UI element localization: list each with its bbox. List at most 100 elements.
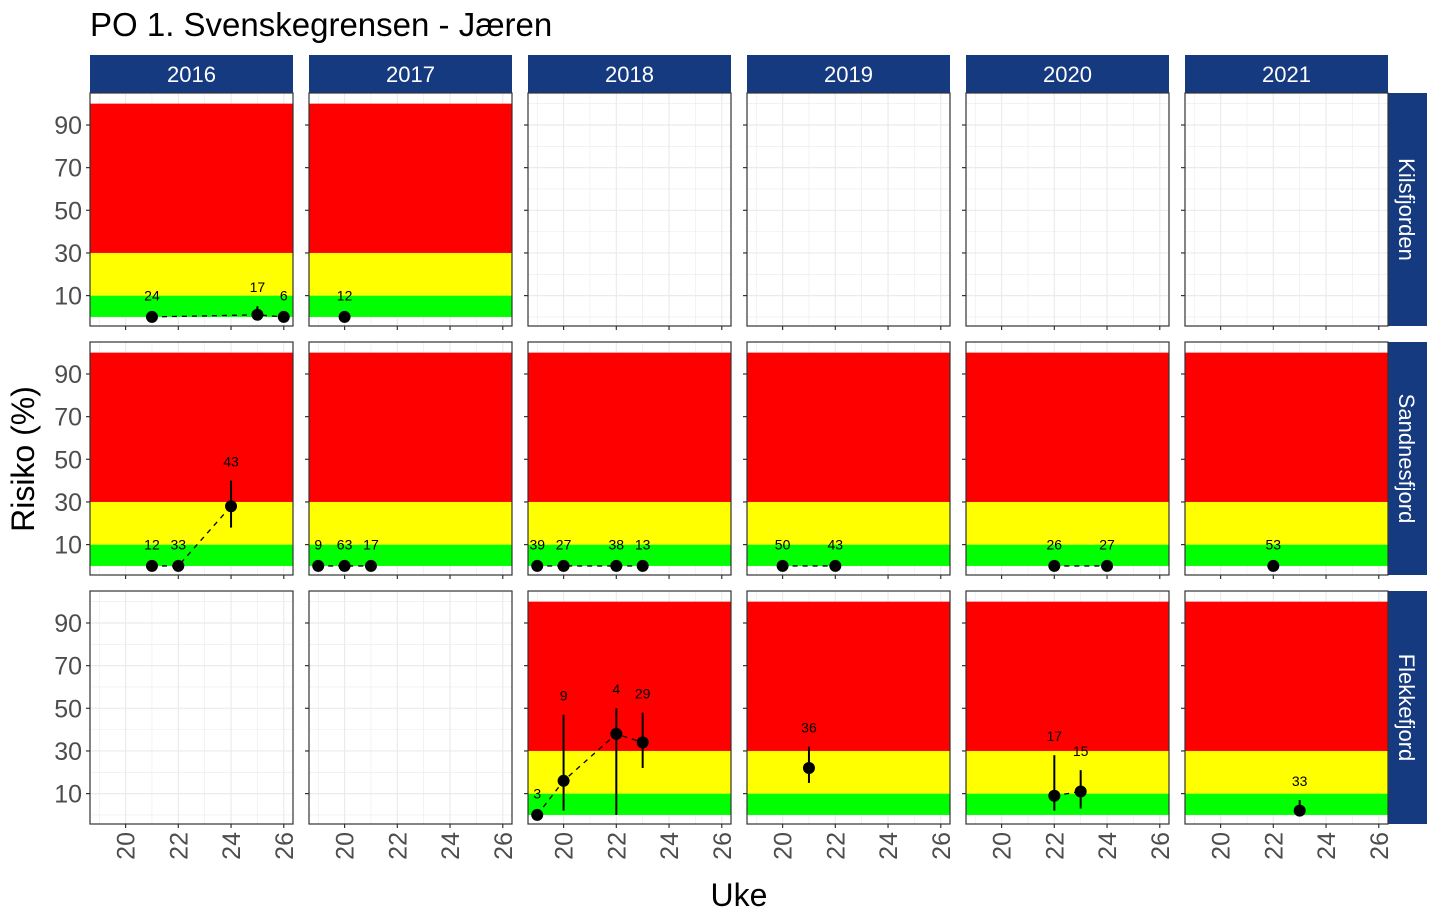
panel-background <box>90 591 293 824</box>
data-point <box>338 559 351 572</box>
panel-kilsfjorden-2021 <box>1181 92 1389 330</box>
panel-sandnesfjord-2016: 12 33 43 10 30 50 70 90 <box>54 341 294 579</box>
data-label: 53 <box>1266 537 1282 553</box>
panel-kilsfjorden-2019 <box>743 92 951 330</box>
risk-band <box>747 601 950 751</box>
y-tick-label: 70 <box>54 404 82 432</box>
x-tick-label: 22 <box>1041 832 1069 860</box>
data-point <box>1267 559 1280 572</box>
data-label: 17 <box>1047 728 1063 744</box>
data-point <box>312 559 325 572</box>
x-tick-label: 20 <box>551 832 579 860</box>
data-label: 17 <box>250 279 266 295</box>
x-tick-label: 24 <box>1094 832 1122 860</box>
y-tick-label: 10 <box>54 283 82 311</box>
panel-kilsfjorden-2018 <box>524 92 732 330</box>
data-point <box>531 808 544 821</box>
strip-2020 <box>966 55 1169 93</box>
x-tick-label: 22 <box>822 832 850 860</box>
data-point <box>277 310 290 323</box>
risk-band <box>309 252 512 296</box>
data-label: 9 <box>314 537 322 553</box>
panel-background <box>966 93 1169 326</box>
strip-2019 <box>747 55 950 93</box>
panel-background <box>309 591 512 824</box>
risk-band <box>528 544 731 566</box>
data-label: 17 <box>363 537 379 553</box>
risk-band <box>309 352 512 502</box>
y-tick-label: 70 <box>54 653 82 681</box>
data-label: 33 <box>171 537 187 553</box>
risk-band <box>1185 501 1388 545</box>
x-tick-label: 26 <box>271 832 299 860</box>
panel-kilsfjorden-2017: 12 <box>305 92 513 330</box>
data-point <box>531 559 544 572</box>
data-label: 43 <box>223 453 239 469</box>
panel-flekkefjord-2019: 36 20 22 24 26 <box>743 590 956 860</box>
data-point <box>1293 804 1306 817</box>
data-point <box>802 762 815 775</box>
strip-flekkefjord <box>1388 591 1427 824</box>
y-tick-label: 50 <box>54 197 82 225</box>
panel-flekkefjord-2018: 3 9 4 29 20 22 24 26 <box>524 590 737 860</box>
strip-2021 <box>1185 55 1388 93</box>
risk-band <box>966 793 1169 815</box>
data-label: 24 <box>144 288 160 304</box>
x-tick-label: 26 <box>1366 832 1394 860</box>
risk-band <box>309 501 512 545</box>
data-point <box>557 774 570 787</box>
x-tick-label: 26 <box>1147 832 1175 860</box>
strip-label-2021: 2021 <box>1262 62 1311 87</box>
y-tick-label: 70 <box>54 155 82 183</box>
strip-label-2020: 2020 <box>1043 62 1092 87</box>
y-tick-label: 10 <box>54 532 82 560</box>
risk-band <box>1185 601 1388 751</box>
y-tick-label: 30 <box>54 738 82 766</box>
y-tick-label: 50 <box>54 446 82 474</box>
data-point <box>776 559 789 572</box>
data-point <box>610 727 623 740</box>
panel-sandnesfjord-2021: 53 <box>1181 341 1389 579</box>
y-tick-label: 90 <box>54 361 82 389</box>
strip-label-2019: 2019 <box>824 62 873 87</box>
data-point <box>1048 789 1061 802</box>
data-label: 27 <box>556 537 572 553</box>
risk-band <box>966 544 1169 566</box>
data-label: 12 <box>337 288 353 304</box>
panel-background <box>747 93 950 326</box>
data-label: 3 <box>533 786 541 802</box>
x-tick-label: 24 <box>1313 832 1341 860</box>
data-label: 15 <box>1073 743 1089 759</box>
data-point <box>145 559 158 572</box>
y-tick-label: 30 <box>54 240 82 268</box>
risk-band <box>90 295 293 317</box>
data-label: 29 <box>635 685 651 701</box>
risk-band <box>528 352 731 502</box>
data-label: 38 <box>609 537 625 553</box>
panel-border <box>746 92 951 327</box>
panel-border <box>308 590 513 825</box>
x-tick-label: 26 <box>490 832 518 860</box>
panel-flekkefjord-2021: 33 20 22 24 26 <box>1181 590 1394 860</box>
data-label: 63 <box>337 537 353 553</box>
panel-border <box>746 590 951 825</box>
risk-band <box>90 103 293 253</box>
risk-band <box>966 352 1169 502</box>
risk-band <box>747 544 950 566</box>
risk-band <box>1185 544 1388 566</box>
risk-band <box>90 352 293 502</box>
panel-background <box>528 93 731 326</box>
data-label: 9 <box>560 688 568 704</box>
risk-band <box>309 103 512 253</box>
data-label: 13 <box>635 537 651 553</box>
panel-border <box>527 92 732 327</box>
data-label: 27 <box>1099 537 1115 553</box>
panel-border <box>1184 590 1389 825</box>
data-label: 50 <box>775 537 791 553</box>
trend-line <box>151 314 284 318</box>
risk-band <box>309 295 512 317</box>
data-label: 36 <box>801 719 817 735</box>
risk-band <box>90 252 293 296</box>
data-point <box>338 310 351 323</box>
panel-border <box>89 590 294 825</box>
